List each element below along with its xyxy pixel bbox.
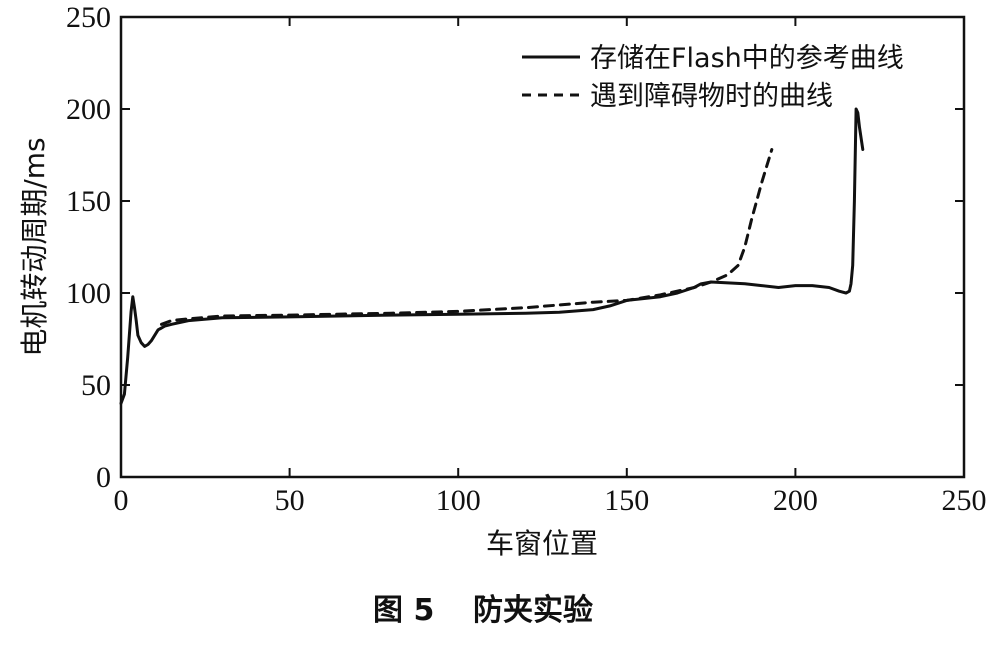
legend: 存储在Flash中的参考曲线 遇到障碍物时的曲线 [522,43,904,112]
y-tick-labels: 0 50 100 150 200 250 [66,1,111,494]
plot-frame [119,15,966,479]
y-tick-label: 50 [81,369,111,402]
y-tick-label: 200 [66,93,111,126]
series-line-obstacle [160,148,774,326]
y-tick-label: 150 [66,185,111,218]
x-tick-label: 200 [773,484,818,517]
x-tick-label: 50 [275,484,305,517]
y-tick-label: 0 [96,461,111,494]
x-axis-title: 车窗位置 [486,527,598,560]
y-tick-label: 250 [66,1,111,34]
x-tick-label: 100 [436,484,481,517]
figure-caption-number: 图 5 [373,593,434,628]
x-tick-labels: 0 50 100 150 200 250 [114,484,987,517]
figure-caption-title: 防夹实验 [473,593,593,628]
axis-ticks [120,16,965,478]
y-axis-title: 电机转动周期/ms [18,137,51,356]
x-tick-label: 150 [604,484,649,517]
x-tick-label: 250 [942,484,987,517]
series-line-reference [119,107,865,405]
legend-label-reference: 存储在Flash中的参考曲线 [590,43,904,74]
series-layer [119,107,865,405]
y-tick-label: 100 [66,277,111,310]
x-tick-label: 0 [114,484,129,517]
legend-label-obstacle: 遇到障碍物时的曲线 [590,81,833,112]
